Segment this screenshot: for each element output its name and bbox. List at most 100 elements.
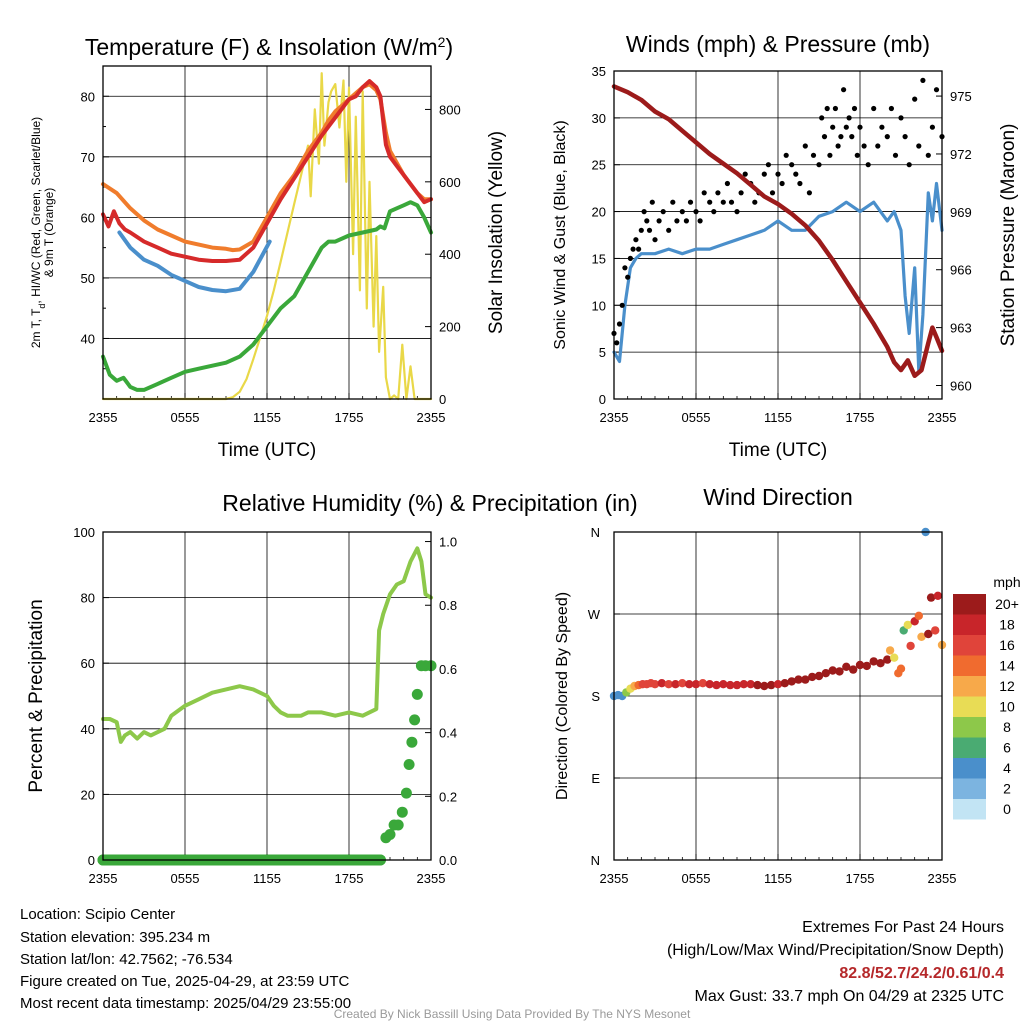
y-tick-label: N (591, 853, 600, 868)
gust-point (734, 209, 740, 215)
gust-point (638, 227, 644, 233)
insolation-axis-label-group: Solar Insolation (Yellow) (486, 131, 507, 334)
legend-swatch (953, 594, 986, 615)
gust-point (920, 77, 926, 83)
temperature-series-line-0 (101, 72, 433, 401)
winds-chart-title: Winds (mph) & Pressure (mb) (626, 31, 930, 57)
y-tick-label: 40 (81, 331, 95, 346)
gust-point (701, 190, 707, 196)
gust-point (693, 209, 699, 215)
y-tick-label: 100 (73, 525, 95, 540)
wind-direction-point (931, 626, 940, 635)
sonic-wind-line (612, 181, 944, 373)
y2-tick-label: 963 (950, 321, 972, 336)
gust-point (841, 87, 847, 93)
wind-direction-point (685, 680, 694, 689)
wind-direction-point (698, 679, 707, 688)
y2-tick-label: 800 (439, 102, 461, 117)
gust-point (765, 162, 772, 168)
extremes-title: Extremes For Past 24 Hours (802, 919, 1004, 936)
wind-direction-point (712, 680, 721, 690)
credit-line: Created By Nick Bassill Using Data Provi… (333, 1007, 691, 1021)
legend-label: 8 (1003, 719, 1011, 735)
x-tick-label: 2355 (89, 871, 118, 886)
gust-point (835, 143, 841, 149)
gust-point (769, 190, 776, 196)
title-close: ) (445, 34, 453, 60)
plot-border (613, 531, 943, 861)
wind-direction-point (767, 680, 776, 690)
gust-point (775, 171, 781, 177)
x-tick-label: 2355 (417, 871, 446, 886)
wind-direction-point (917, 632, 926, 641)
wind-direction-point (801, 675, 810, 684)
x-tick-label: 2355 (600, 410, 629, 425)
y-tick-label: 50 (81, 271, 95, 286)
gust-point (906, 162, 912, 168)
recent-data-timestamp: Most recent data timestamp: 2025/04/29 2… (20, 995, 352, 1012)
precipitation-point (403, 759, 415, 770)
gust-point (752, 199, 758, 205)
y2-tick-label: 0.6 (439, 662, 457, 677)
gust-point (656, 218, 662, 224)
y2-tick-label: 0.4 (439, 726, 457, 741)
legend-title: mph (993, 574, 1020, 590)
gust-point (738, 190, 744, 196)
legend-swatch (953, 717, 986, 738)
y-label-line-2: & 9m T (Orange) (42, 188, 56, 278)
gust-point (614, 340, 620, 346)
wind-direction-point (650, 680, 660, 689)
gust-point (806, 190, 813, 196)
x-tick-label: 1755 (846, 410, 875, 425)
gust-point (666, 227, 672, 233)
gust-point (827, 152, 833, 158)
x-tick-label: 0555 (682, 871, 711, 886)
temperature-chart-title: Temperature (F) & Insolation (W/m2) (85, 34, 453, 60)
y2-tick-label: 600 (439, 175, 461, 190)
wind-direction-point (746, 680, 755, 689)
winds-y-label-group: Sonic Wind & Gust (Blue, Black) (552, 120, 569, 349)
y-tick-label: 70 (81, 150, 95, 165)
humidity-panel: 2355 0555 1155 1755 2355 0 20 40 60 80 100 0.0 0.2 0.… (26, 490, 638, 886)
precipitation-point (400, 787, 412, 799)
y-tick-label: 80 (81, 591, 95, 606)
wind-direction-point (849, 665, 858, 674)
insolation-axis-label: Solar Insolation (Yellow) (486, 131, 507, 334)
y-tick-label: 25 (592, 158, 606, 173)
y2-tick-label: 0 (439, 392, 446, 407)
wind-direction-point (876, 659, 885, 668)
y-tick-label: N (591, 525, 600, 540)
station-elevation: Station elevation: 395.234 m (20, 929, 211, 946)
precipitation-point (409, 714, 421, 726)
temperature-series-line-2 (101, 79, 433, 263)
gust-point (707, 199, 713, 205)
wind-direction-point (691, 680, 701, 689)
precipitation-point (396, 806, 408, 818)
precipitation-point (411, 688, 423, 700)
gust-point (641, 209, 647, 215)
gust-point (660, 209, 666, 215)
gust-point (824, 105, 830, 112)
gust-point (622, 265, 628, 271)
winds-panel: 2355 0555 1155 1755 2355 Time (UTC) 0 5 10 15 20 25… (552, 31, 1019, 461)
gust-point (857, 124, 863, 130)
y2-tick-label: 975 (950, 89, 972, 104)
gust-point (816, 162, 822, 168)
gust-point (783, 152, 789, 158)
x-tick-label: 1755 (846, 871, 875, 886)
y2-tick-label: 1.0 (439, 535, 457, 550)
wind-direction-point (808, 672, 817, 682)
wind-direction-point (671, 680, 680, 689)
y-tick-label: 20 (592, 205, 606, 220)
gust-point (892, 152, 899, 158)
plot-border (102, 65, 432, 400)
y-label-line-1: 2m T, Td, HI/WC (Red, Green, Scarlet/Blu… (29, 117, 47, 348)
gust-point (630, 246, 636, 252)
direction-chart-title: Wind Direction (703, 484, 853, 510)
y-tick-label: 40 (81, 722, 95, 737)
gust-point (898, 115, 904, 121)
gust-point (871, 105, 877, 112)
legend-swatch (953, 676, 986, 697)
wind-direction-point (753, 680, 762, 690)
